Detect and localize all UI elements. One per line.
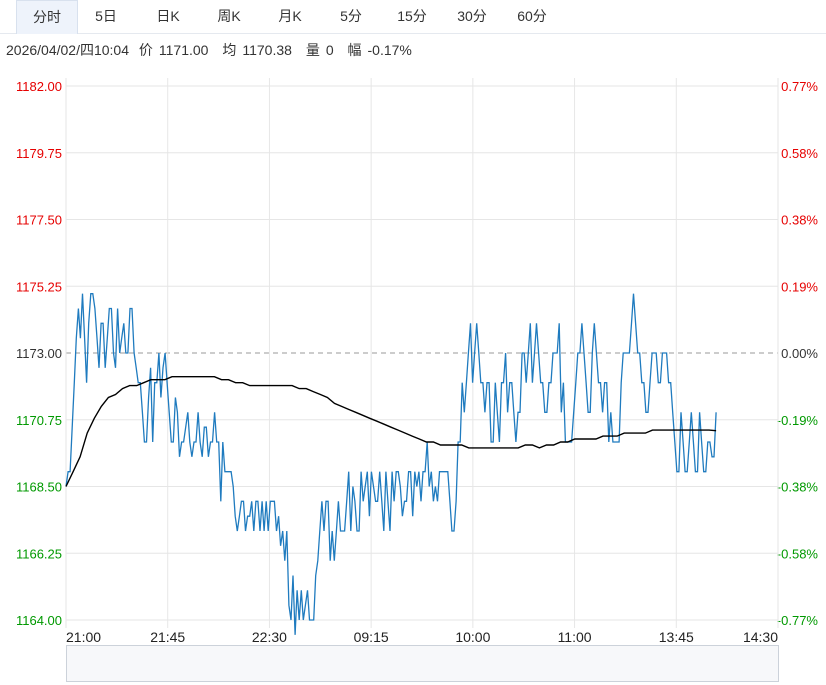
tab-30min[interactable]: 30分 (457, 8, 487, 24)
pct-tick-label: 0.58% (781, 146, 818, 161)
change-label: 幅 (347, 42, 362, 58)
avg-label: 均 (222, 42, 237, 58)
price-label: 价 (138, 42, 153, 58)
tab-month-k[interactable]: 月K (278, 8, 302, 24)
x-tick-label: 10:00 (455, 629, 490, 645)
pct-tick-label: 0.38% (781, 213, 818, 228)
x-tick-label: 21:45 (150, 629, 185, 645)
tab-fenshi[interactable]: 分时 (16, 0, 78, 34)
time-navigator[interactable] (66, 645, 779, 682)
x-tick-label: 14:30 (743, 629, 778, 645)
price-line (65, 293, 717, 635)
x-tick-label: 09:15 (354, 629, 389, 645)
pct-tick-label: -0.77% (777, 613, 819, 628)
volume-value: 0 (325, 42, 334, 58)
pct-tick-label: 0.19% (781, 279, 818, 294)
y-tick-label: 1179.75 (16, 146, 62, 161)
quote-datetime: 2026/04/02/四10:04 (6, 42, 129, 58)
tab-day-k[interactable]: 日K (156, 8, 180, 24)
tab-60min[interactable]: 60分 (517, 8, 547, 24)
tab-5day[interactable]: 5日 (95, 8, 117, 24)
tab-5min[interactable]: 5分 (340, 8, 362, 24)
x-tick-label: 22:30 (252, 629, 287, 645)
y-tick-label: 1164.00 (16, 613, 62, 628)
period-tabs: 分时 5日 日K 周K 月K 5分 15分 30分 60分 (0, 0, 826, 34)
avg-price-line (65, 376, 717, 487)
y-tick-label: 1173.00 (16, 346, 62, 361)
pct-tick-label: 0.77% (781, 79, 818, 94)
price-value: 1171.00 (158, 42, 209, 58)
pct-tick-label: -0.19% (777, 413, 819, 428)
change-value: -0.17% (367, 42, 412, 58)
x-tick-label: 21:00 (66, 629, 101, 645)
pct-tick-label: -0.58% (777, 546, 819, 561)
tab-15min[interactable]: 15分 (397, 8, 427, 24)
x-tick-label: 11:00 (558, 629, 592, 645)
y-tick-label: 1175.25 (16, 279, 62, 294)
volume-label: 量 (305, 42, 320, 58)
y-tick-label: 1182.00 (16, 79, 62, 94)
y-tick-label: 1168.50 (16, 480, 62, 495)
pct-tick-label: 0.00% (781, 346, 818, 361)
y-tick-label: 1170.75 (16, 413, 62, 428)
y-tick-label: 1166.25 (16, 546, 62, 561)
pct-tick-label: -0.38% (777, 480, 819, 495)
x-tick-label: 13:45 (659, 629, 694, 645)
y-tick-label: 1177.50 (16, 213, 62, 228)
avg-value: 1170.38 (242, 42, 292, 58)
tab-week-k[interactable]: 周K (217, 8, 241, 24)
